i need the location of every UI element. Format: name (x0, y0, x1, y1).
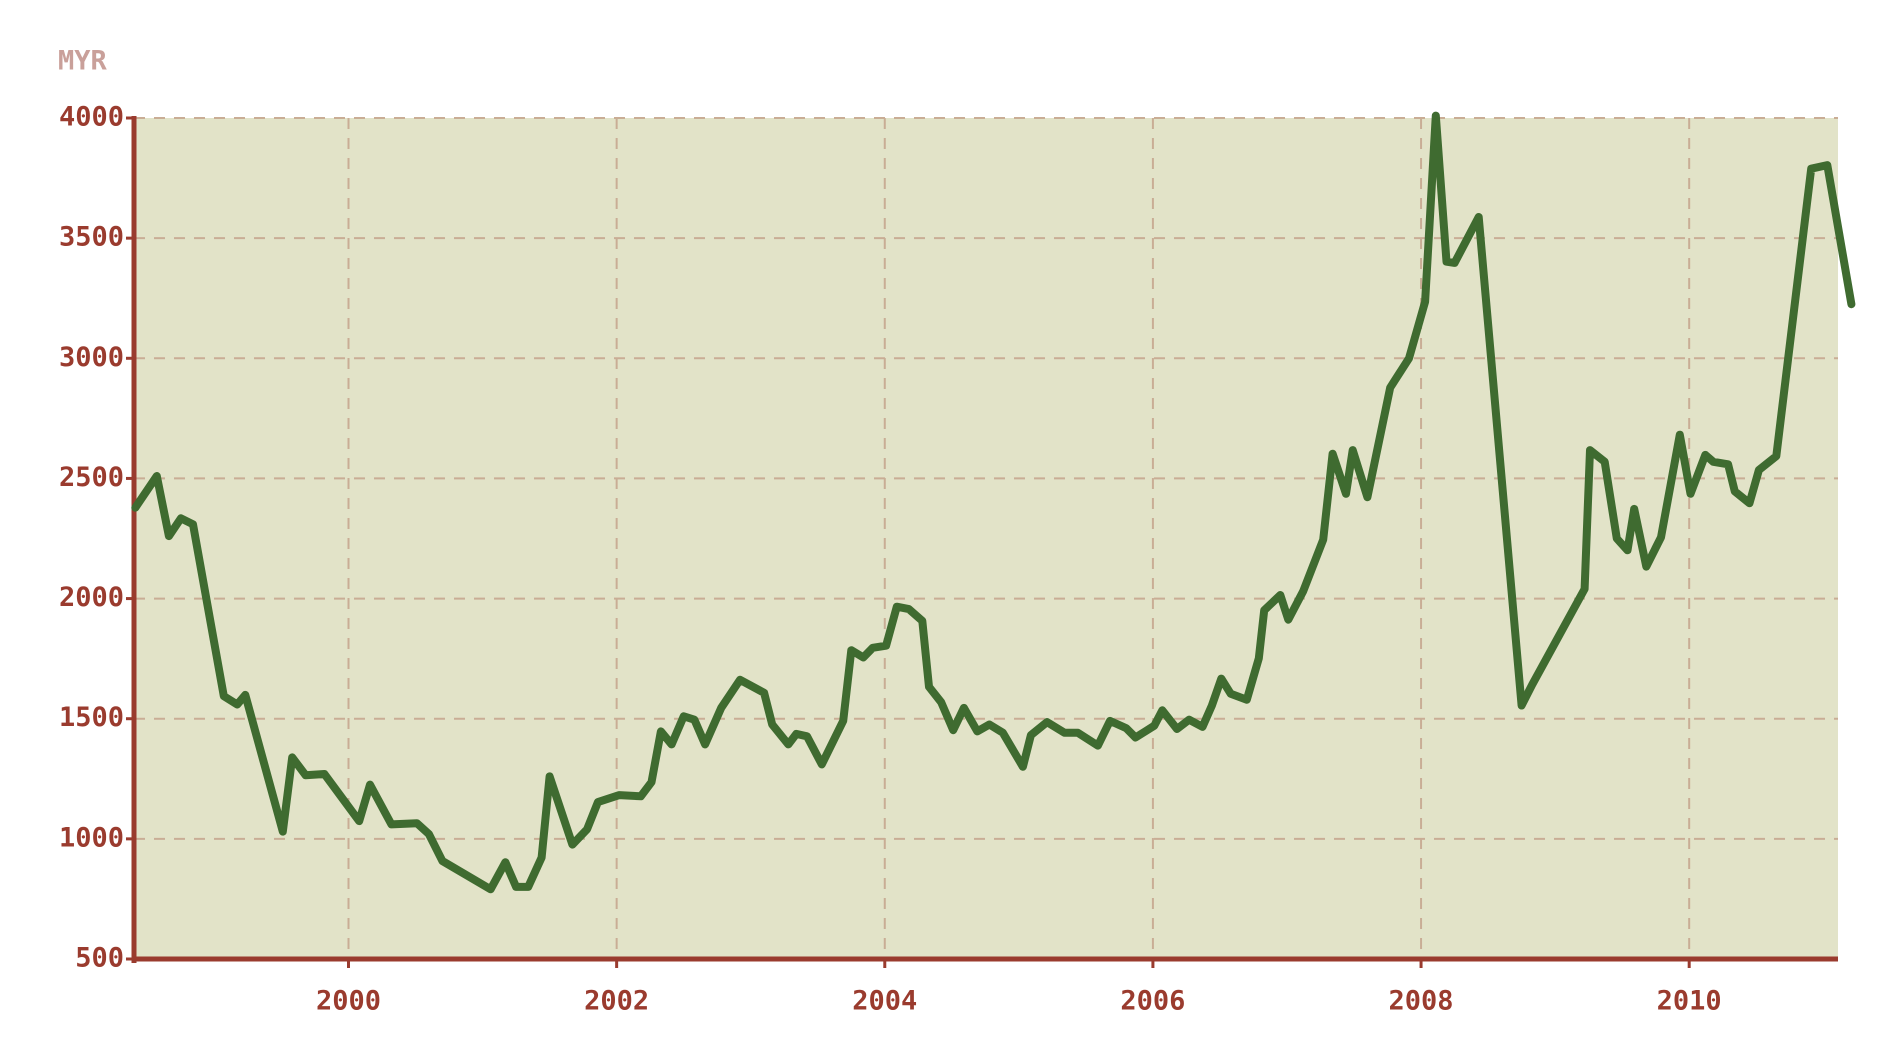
y-tick-label: 3000 (59, 342, 124, 373)
x-tick-label: 2010 (1657, 986, 1722, 1017)
x-tick-label: 2004 (852, 986, 917, 1017)
y-tick-label: 1500 (59, 702, 124, 733)
x-tick-label: 2006 (1120, 986, 1185, 1017)
x-tick-label: 2000 (316, 986, 381, 1017)
y-axis-label: MYR (58, 46, 108, 77)
y-tick-label: 2500 (59, 462, 124, 493)
y-tick-label: 1000 (59, 822, 124, 853)
y-tick-label: 2000 (59, 582, 124, 613)
x-tick-label: 2008 (1389, 986, 1454, 1017)
y-tick-label: 3500 (59, 222, 124, 253)
price-line (131, 111, 1856, 894)
x-tick-label: 2002 (584, 986, 649, 1017)
plot-background (134, 118, 1838, 959)
y-tick-label: 4000 (59, 102, 124, 133)
y-tick-label: 500 (75, 943, 124, 974)
